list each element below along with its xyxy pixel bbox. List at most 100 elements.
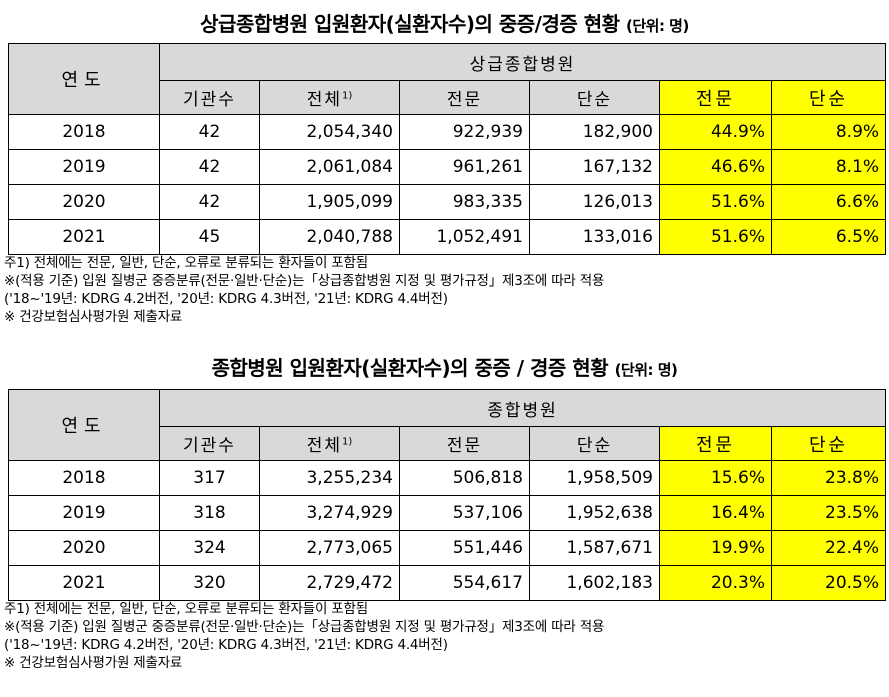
version-note: ('18~'19년: KDRG 4.2버전, '20년: KDRG 4.3버전,… xyxy=(4,291,448,307)
total-cell: 2,773,065 xyxy=(259,530,400,566)
table-row: 2021 45 2,040,788 1,052,491 133,016 51.6… xyxy=(8,219,887,255)
specialized-cell: 537,106 xyxy=(399,495,530,531)
institutions-cell: 42 xyxy=(159,149,260,185)
simple-ratio-cell: 23.5% xyxy=(770,495,887,531)
source-note: ※ 건강보험심사평가원 제출자료 xyxy=(4,655,183,671)
simple-ratio-cell: 22.4% xyxy=(770,530,887,566)
year-cell: 2018 xyxy=(8,114,160,150)
specialized-cell: 551,446 xyxy=(399,530,530,566)
year-cell: 2018 xyxy=(8,460,160,496)
specialized-ratio-cell: 15.6% xyxy=(659,460,772,496)
year-cell: 2019 xyxy=(8,149,160,185)
specialized-cell: 922,939 xyxy=(399,114,530,150)
table-2-unit: (단위: 명) xyxy=(614,361,678,379)
table-row: 2018 317 3,255,234 506,818 1,958,509 15.… xyxy=(8,460,887,496)
footnote-marker: 1) xyxy=(342,436,353,448)
institutions-cell: 324 xyxy=(159,530,260,566)
table-2-column-header-row: 기관수 전체1) 전문 단순 전문 단순 xyxy=(9,426,887,461)
institutions-cell: 318 xyxy=(159,495,260,531)
simple-ratio-cell: 8.9% xyxy=(770,114,887,150)
institutions-cell: 317 xyxy=(159,460,260,496)
simple-cell: 182,900 xyxy=(529,114,660,150)
table-2-group-header-row: 연도 종합병원 xyxy=(8,389,887,461)
year-cell: 2020 xyxy=(8,184,160,220)
total-cell: 2,040,788 xyxy=(259,219,400,255)
specialized-ratio-cell: 46.6% xyxy=(659,149,772,185)
simple-ratio-cell: 6.6% xyxy=(770,184,887,220)
col-header-total: 전체1) xyxy=(259,80,400,115)
table-row: 2020 42 1,905,099 983,335 126,013 51.6% … xyxy=(8,184,887,220)
simple-cell: 167,132 xyxy=(529,149,660,185)
table-row: 2019 42 2,061,084 961,261 167,132 46.6% … xyxy=(8,149,887,185)
table-2: 연도 종합병원 기관수 전체1) 전문 단순 전문 단순 2018 317 3,… xyxy=(8,389,887,601)
col-header-institutions: 기관수 xyxy=(159,426,260,461)
col-header-specialized: 전문 xyxy=(399,80,530,115)
simple-ratio-cell: 8.1% xyxy=(770,149,887,185)
col-header-total: 전체1) xyxy=(259,426,400,461)
table-1-year-header: 연도 xyxy=(8,43,160,115)
year-cell: 2021 xyxy=(8,219,160,255)
simple-ratio-cell: 20.5% xyxy=(770,565,887,601)
table-2-title: 종합병원 입원환자(실환자수)의 중증 / 경증 현황 (단위: 명) xyxy=(0,352,889,381)
specialized-ratio-cell: 19.9% xyxy=(659,530,772,566)
table-row: 2018 42 2,054,340 922,939 182,900 44.9% … xyxy=(8,114,887,150)
total-cell: 2,054,340 xyxy=(259,114,400,150)
col-header-institutions: 기관수 xyxy=(159,80,260,115)
total-cell: 1,905,099 xyxy=(259,184,400,220)
table-1: 연도 상급종합병원 기관수 전체1) 전문 단순 전문 단순 2018 42 2… xyxy=(8,43,887,255)
col-header-simple: 단순 xyxy=(529,80,660,115)
table-1-title: 상급종합병원 입원환자(실환자수)의 중증/경증 현황 (단위: 명) xyxy=(0,8,889,37)
total-cell: 3,274,929 xyxy=(259,495,400,531)
table-2-group-header: 종합병원 xyxy=(158,389,887,427)
table-2-year-header: 연도 xyxy=(8,389,160,461)
institutions-cell: 320 xyxy=(159,565,260,601)
total-cell: 2,729,472 xyxy=(259,565,400,601)
table-1-unit: (단위: 명) xyxy=(626,17,689,35)
total-cell: 2,061,084 xyxy=(259,149,400,185)
simple-cell: 1,602,183 xyxy=(529,565,660,601)
simple-cell: 133,016 xyxy=(529,219,660,255)
specialized-ratio-cell: 16.4% xyxy=(659,495,772,531)
specialized-ratio-cell: 20.3% xyxy=(659,565,772,601)
footnote-text: 주1) 전체에는 전문, 일반, 단순, 오류로 분류되는 환자들이 포함됨 xyxy=(4,255,368,271)
specialized-ratio-cell: 44.9% xyxy=(659,114,772,150)
table-row: 2019 318 3,274,929 537,106 1,952,638 16.… xyxy=(8,495,887,531)
specialized-cell: 983,335 xyxy=(399,184,530,220)
simple-cell: 1,958,509 xyxy=(529,460,660,496)
institutions-cell: 42 xyxy=(159,114,260,150)
table-1-column-header-row: 기관수 전체1) 전문 단순 전문 단순 xyxy=(9,80,887,115)
table-2-title-text: 종합병원 입원환자(실환자수)의 중증 / 경증 현황 xyxy=(211,356,609,380)
table-2-notes: 주1) 전체에는 전문, 일반, 단순, 오류로 분류되는 환자들이 포함됨 ※… xyxy=(4,600,888,672)
footnote-text: 주1) 전체에는 전문, 일반, 단순, 오류로 분류되는 환자들이 포함됨 xyxy=(4,601,368,617)
simple-cell: 126,013 xyxy=(529,184,660,220)
col-header-specialized-ratio: 전문 xyxy=(659,426,772,461)
year-cell: 2020 xyxy=(8,530,160,566)
specialized-cell: 506,818 xyxy=(399,460,530,496)
footnote-marker: 1) xyxy=(342,90,353,102)
col-header-specialized-ratio: 전문 xyxy=(659,80,772,115)
table-1-group-header: 상급종합병원 xyxy=(158,43,887,81)
year-cell: 2021 xyxy=(8,565,160,601)
criteria-note: ※(적용 기준) 입원 질병군 중증분류(전문·일반·단순)는「상급종합병원 지… xyxy=(4,273,605,289)
col-header-simple-ratio: 단순 xyxy=(770,426,887,461)
col-header-simple: 단순 xyxy=(529,426,660,461)
col-header-simple-ratio: 단순 xyxy=(770,80,887,115)
specialized-cell: 1,052,491 xyxy=(399,219,530,255)
table-row: 2021 320 2,729,472 554,617 1,602,183 20.… xyxy=(8,565,887,601)
col-header-total-label: 전체 xyxy=(306,90,342,110)
institutions-cell: 42 xyxy=(159,184,260,220)
specialized-cell: 961,261 xyxy=(399,149,530,185)
table-row: 2020 324 2,773,065 551,446 1,587,671 19.… xyxy=(8,530,887,566)
specialized-cell: 554,617 xyxy=(399,565,530,601)
table-1-notes: 주1) 전체에는 전문, 일반, 단순, 오류로 분류되는 환자들이 포함됨 ※… xyxy=(4,254,888,326)
col-header-specialized: 전문 xyxy=(399,426,530,461)
total-cell: 3,255,234 xyxy=(259,460,400,496)
simple-ratio-cell: 6.5% xyxy=(770,219,887,255)
simple-ratio-cell: 23.8% xyxy=(770,460,887,496)
simple-cell: 1,587,671 xyxy=(529,530,660,566)
simple-cell: 1,952,638 xyxy=(529,495,660,531)
specialized-ratio-cell: 51.6% xyxy=(659,184,772,220)
criteria-note: ※(적용 기준) 입원 질병군 중증분류(전문·일반·단순)는「상급종합병원 지… xyxy=(4,619,605,635)
specialized-ratio-cell: 51.6% xyxy=(659,219,772,255)
version-note: ('18~'19년: KDRG 4.2버전, '20년: KDRG 4.3버전,… xyxy=(4,637,448,653)
